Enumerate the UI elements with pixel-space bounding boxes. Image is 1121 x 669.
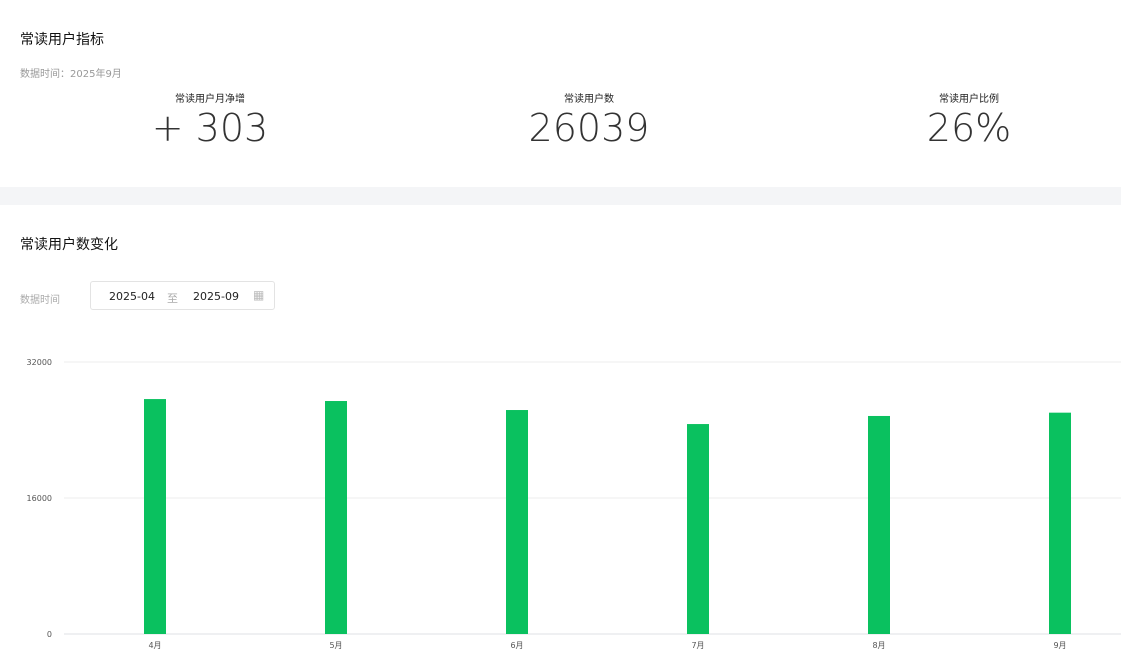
calendar-icon[interactable]: ▦ [253,288,265,302]
start-month[interactable]: 2025-04 [109,290,155,303]
x-tick-label: 7月 [691,641,704,650]
metrics-data-time: 数据时间：2025年9月 [20,69,122,80]
x-tick-label: 8月 [872,641,885,650]
metrics-title: 常读用户指标 [20,32,104,48]
x-tick-label: 4月 [148,641,161,650]
metric-user-count: 常读用户数 26039 [439,90,739,151]
x-tick-label: 5月 [329,641,342,650]
metrics-panel: 常读用户指标 数据时间：2025年9月 常读用户月净增 + 303 常读用户数 … [0,0,1121,187]
date-range-picker[interactable]: 2025-04 至 2025-09 ▦ [90,281,275,310]
trend-title: 常读用户数变化 [20,237,118,253]
metric-value: + 303 [151,106,269,150]
bar [687,424,709,634]
bar [144,399,166,634]
x-tick-label: 6月 [510,641,523,650]
metric-value: 26% [926,106,1012,150]
y-tick-label: 32000 [27,358,52,367]
x-tick-label: 9月 [1053,641,1066,650]
bar [868,415,890,634]
section-divider [0,187,1121,205]
bar [1049,412,1071,634]
metric-value: 26039 [528,106,650,150]
end-month[interactable]: 2025-09 [193,290,239,303]
bar [325,401,347,634]
metric-net-growth: 常读用户月净增 + 303 [60,90,360,151]
filter-label: 数据时间 [20,295,60,306]
metric-label: 常读用户月净增 [175,94,245,105]
bar [506,410,528,634]
y-tick-label: 16000 [27,494,52,503]
range-separator: 至 [167,292,178,305]
metric-user-ratio: 常读用户比例 26% [819,90,1119,151]
metric-label: 常读用户比例 [939,94,999,105]
metric-label: 常读用户数 [564,94,614,105]
bar-chart: 0 16000 32000 4月 5月 6月 7月 8月 9月 [27,358,1121,650]
y-tick-label: 0 [47,630,52,639]
